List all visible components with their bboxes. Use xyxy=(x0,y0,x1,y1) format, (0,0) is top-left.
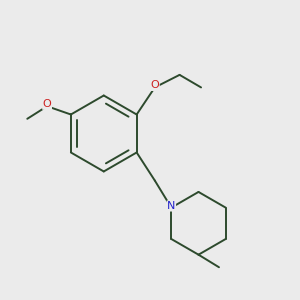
Text: O: O xyxy=(150,80,159,90)
Text: N: N xyxy=(167,201,176,211)
Text: O: O xyxy=(43,99,52,109)
